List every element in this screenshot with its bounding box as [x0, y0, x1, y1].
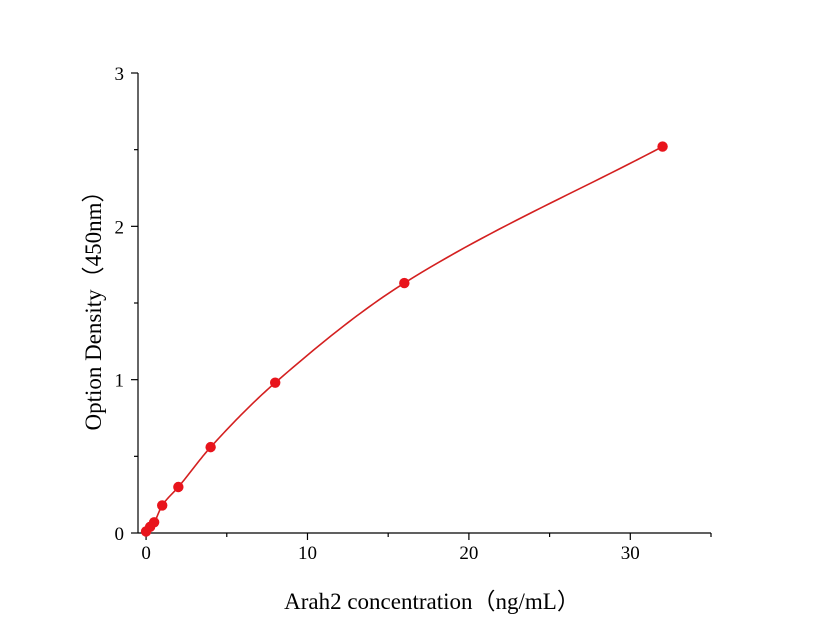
y-tick-label: 3: [115, 64, 125, 85]
plot-area: 0 10 20 30 0 1 2 3: [115, 64, 712, 564]
data-point: [205, 441, 216, 453]
y-tick-label: 2: [115, 217, 125, 238]
data-point: [157, 500, 168, 511]
data-point: [269, 377, 281, 388]
x-tick-label: 0: [141, 543, 151, 564]
y-tick-label: 1: [115, 371, 125, 392]
data-point: [148, 517, 160, 528]
y-axis-ticks: 0 1 2 3: [115, 64, 138, 545]
fit-curve: [145, 145, 663, 532]
y-tick-label: 0: [115, 524, 125, 545]
y-axis-title: Option Density（450nm）: [81, 179, 106, 430]
data-points: [140, 141, 668, 537]
x-axis-ticks: 0 10 20 30: [141, 533, 712, 564]
x-tick-label: 30: [621, 543, 640, 564]
x-tick-label: 20: [459, 543, 478, 564]
data-point: [399, 277, 410, 289]
data-point: [657, 141, 668, 152]
data-point: [173, 481, 184, 493]
x-tick-label: 10: [298, 543, 317, 564]
x-axis-title: Arah2 concentration（ng/mL）: [284, 589, 580, 614]
